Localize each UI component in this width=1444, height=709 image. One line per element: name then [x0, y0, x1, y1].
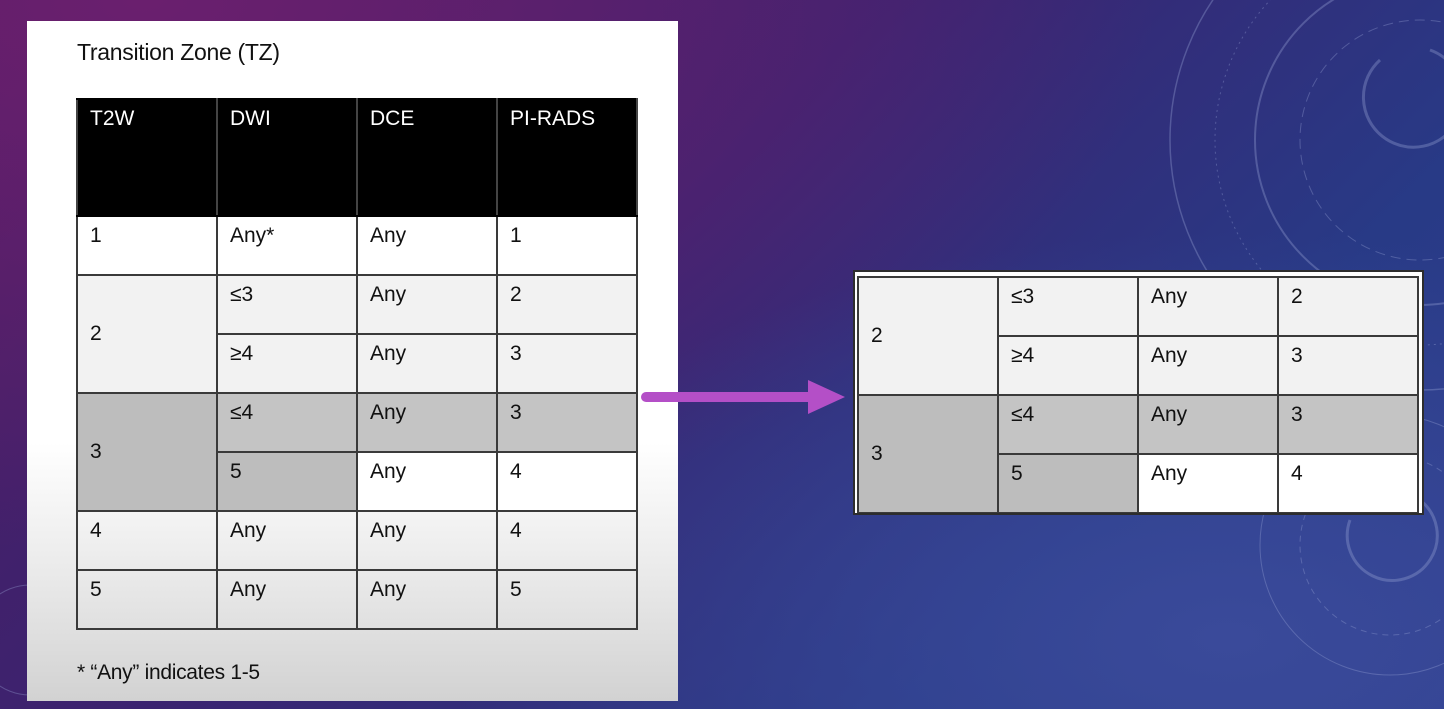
cell-pirads: 2: [496, 274, 638, 335]
cell-t2w: 3: [857, 394, 999, 513]
table-header-row: T2W DWI DCE PI-RADS: [76, 98, 638, 217]
table-row: 2 ≤3 Any 2: [76, 274, 638, 394]
table-row: 2 ≤3 Any 2: [857, 276, 1419, 396]
excerpt-table: 2 ≤3 Any 2 ≥4 Any 3 3 ≤4 Any 3 5 Any 4: [857, 276, 1419, 513]
header-dwi: DWI: [216, 98, 358, 217]
cell-dwi: 5: [997, 453, 1139, 513]
cell-dwi: ≤4: [216, 392, 358, 453]
cell-dwi: Any: [216, 569, 358, 630]
cell-dce: Any: [356, 215, 498, 276]
cell-dwi: 5: [216, 451, 358, 512]
table-row: 5 Any 4: [77, 451, 638, 512]
table-row: ≥4 Any 3: [858, 335, 1419, 396]
cell-pirads: 3: [496, 392, 638, 453]
cell-dwi: ≤3: [216, 274, 358, 335]
cell-dce: Any: [1137, 394, 1279, 455]
cell-t2w: 4: [76, 510, 218, 571]
table-excerpt: 2 ≤3 Any 2 ≥4 Any 3 3 ≤4 Any 3 5 Any 4: [853, 270, 1424, 515]
cell-dce: Any: [1137, 276, 1279, 337]
cell-pirads: 1: [496, 215, 638, 276]
cell-t2w: 2: [76, 274, 218, 394]
header-dce: DCE: [356, 98, 498, 217]
cell-dce: Any: [356, 569, 498, 630]
cell-dwi: ≥4: [216, 333, 358, 394]
cell-pirads: 3: [1277, 394, 1419, 455]
cell-dce: Any: [356, 333, 498, 394]
cell-pirads: 4: [1277, 453, 1419, 513]
cell-dwi: Any: [216, 510, 358, 571]
cell-pirads: 5: [496, 569, 638, 630]
table-row: 5 Any 4: [858, 453, 1419, 513]
cell-dce: Any: [356, 451, 498, 512]
cell-dce: Any: [356, 274, 498, 335]
table-row: 4 Any Any 4: [76, 510, 638, 571]
document-panel: Transition Zone (TZ) T2W DWI DCE PI-RADS…: [27, 21, 678, 701]
header-pirads: PI-RADS: [496, 98, 638, 217]
cell-t2w: 1: [76, 215, 218, 276]
cell-dce: Any: [356, 510, 498, 571]
cell-dce: Any: [1137, 453, 1279, 513]
cell-dwi: ≤4: [997, 394, 1139, 455]
cell-pirads: 2: [1277, 276, 1419, 337]
cell-pirads: 3: [496, 333, 638, 394]
footnote: * “Any” indicates 1-5: [77, 661, 260, 684]
table-row: 1 Any* Any 1: [76, 215, 638, 276]
table-row: ≥4 Any 3: [77, 333, 638, 394]
cell-dwi: ≥4: [997, 335, 1139, 396]
pirads-table: T2W DWI DCE PI-RADS 1 Any* Any 1 2 ≤3 An…: [76, 98, 638, 630]
right-arrow-icon: [641, 380, 845, 414]
cell-dce: Any: [356, 392, 498, 453]
cell-pirads: 4: [496, 451, 638, 512]
cell-t2w: 5: [76, 569, 218, 630]
cell-t2w: 3: [76, 392, 218, 512]
header-t2w: T2W: [76, 98, 218, 217]
page-title: Transition Zone (TZ): [77, 39, 280, 65]
cell-dwi: Any*: [216, 215, 358, 276]
cell-t2w: 2: [857, 276, 999, 396]
cell-dwi: ≤3: [997, 276, 1139, 337]
cell-pirads: 3: [1277, 335, 1419, 396]
table-row: 5 Any Any 5: [76, 569, 638, 630]
table-row: 3 ≤4 Any 3: [76, 392, 638, 512]
cell-pirads: 4: [496, 510, 638, 571]
table-row: 3 ≤4 Any 3: [857, 394, 1419, 513]
cell-dce: Any: [1137, 335, 1279, 396]
